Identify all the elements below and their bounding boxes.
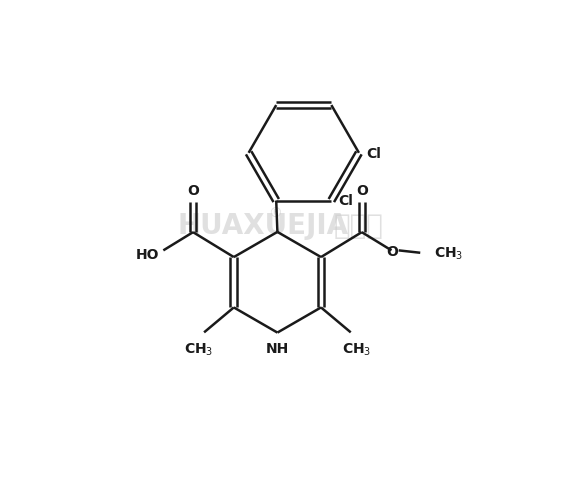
Text: CH$_3$: CH$_3$: [184, 341, 213, 358]
Text: HO: HO: [136, 248, 160, 262]
Text: O: O: [356, 183, 368, 197]
Text: O: O: [187, 183, 199, 197]
Text: Cl: Cl: [339, 193, 354, 207]
Text: ®: ®: [268, 207, 282, 221]
Text: HUAXUEJIA: HUAXUEJIA: [177, 212, 348, 239]
Text: 化学加: 化学加: [334, 212, 384, 239]
Text: Cl: Cl: [366, 147, 381, 161]
Text: O: O: [386, 244, 398, 258]
Text: CH$_3$: CH$_3$: [434, 245, 463, 261]
Text: CH$_3$: CH$_3$: [342, 341, 371, 358]
Text: NH: NH: [266, 342, 289, 355]
